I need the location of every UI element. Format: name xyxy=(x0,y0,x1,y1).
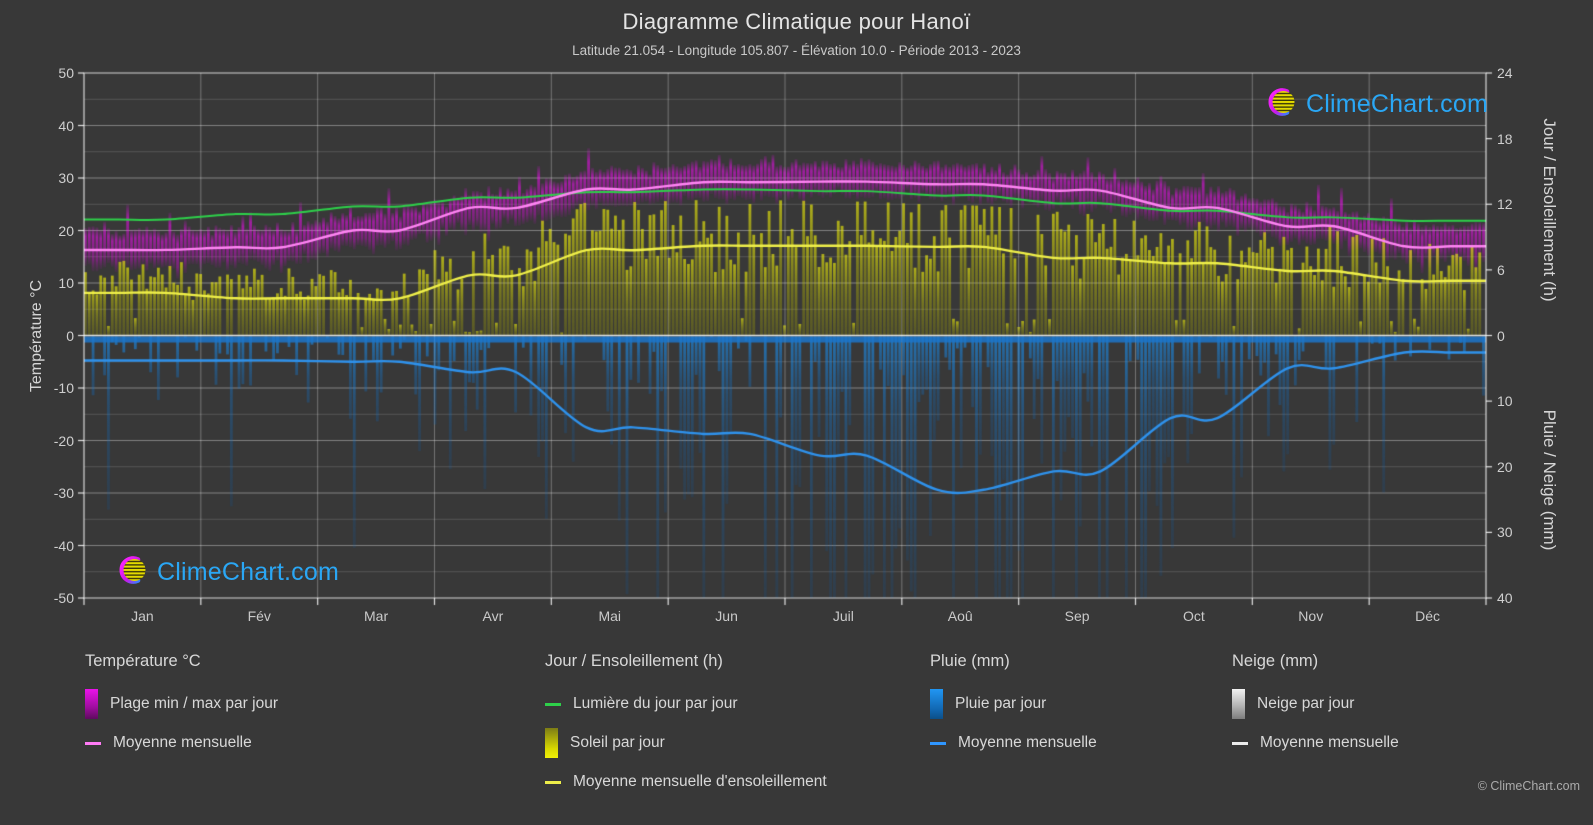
sun-axis-tick-label: 0 xyxy=(1497,327,1505,344)
temp-axis-tick-label: 20 xyxy=(58,222,74,239)
precip-axis-tick-label: 40 xyxy=(1497,590,1513,606)
month-label: Aoû xyxy=(947,608,973,624)
precip-axis-tick-label: 10 xyxy=(1497,393,1513,410)
temp-axis-tick-label: 50 xyxy=(58,65,74,81)
legend-item-snow-daily: Neige par jour xyxy=(1232,689,1399,719)
temp-axis-tick-label: -40 xyxy=(53,537,74,554)
copyright-text: © ClimeChart.com xyxy=(1477,779,1580,793)
sun-axis-tick-label: 12 xyxy=(1497,196,1513,213)
page-title: Diagramme Climatique pour Hanoï xyxy=(622,9,971,34)
legend-item-temp-mean: Moyenne mensuelle xyxy=(85,728,278,758)
legend-temperature-title: Température °C xyxy=(85,652,201,670)
sunshine-mean-line-swatch xyxy=(545,780,561,784)
month-label: Juil xyxy=(832,608,854,624)
legend-item-temp-range: Plage min / max par jour xyxy=(85,689,278,719)
legend-snow-title: Neige (mm) xyxy=(1232,652,1319,670)
temp-axis-tick-label: -10 xyxy=(53,380,74,396)
legend-label: Neige par jour xyxy=(1257,695,1355,712)
month-label: Jun xyxy=(715,608,738,624)
legend-item-snow-mean: Moyenne mensuelle xyxy=(1232,728,1399,758)
month-label: Fév xyxy=(247,608,271,624)
temp-mean-line-swatch xyxy=(85,741,101,745)
snow-mean-line-swatch xyxy=(1232,741,1248,745)
legend-group-snow: Neige (mm) Neige par jour Moyenne mensue… xyxy=(1232,652,1399,767)
month-label: Mar xyxy=(364,608,389,624)
precip-axis-tick-label: 30 xyxy=(1497,524,1513,541)
legend-label: Moyenne mensuelle xyxy=(113,734,252,751)
legend-label: Plage min / max par jour xyxy=(110,695,278,712)
sun-axis-title: Jour / Ensoleillement (h) xyxy=(1540,118,1559,302)
legend-sun-title: Jour / Ensoleillement (h) xyxy=(545,652,723,670)
month-label: Sep xyxy=(1064,608,1090,624)
legend-label: Pluie par jour xyxy=(955,695,1047,712)
climechart-watermark-text: ClimeChart.com xyxy=(1306,90,1488,118)
legend-group-sun: Jour / Ensoleillement (h) Lumière du jou… xyxy=(545,652,827,806)
precip-axis-tick-label: 20 xyxy=(1497,458,1513,475)
rain-bar-swatch xyxy=(930,689,943,719)
climechart-logo-icon xyxy=(112,552,148,593)
legend-group-temperature: Température °C Plage min / max par jour … xyxy=(85,652,278,767)
climechart-watermark-text: ClimeChart.com xyxy=(157,558,339,586)
climechart-logo-icon xyxy=(1261,84,1297,125)
legend-label: Moyenne mensuelle xyxy=(958,734,1097,751)
temp-axis-tick-label: -50 xyxy=(53,590,74,606)
daylight-line-swatch xyxy=(545,702,561,706)
precip-axis-title: Pluie / Neige (mm) xyxy=(1540,409,1559,551)
legend-item-rain-mean: Moyenne mensuelle xyxy=(930,728,1097,758)
sun-axis-tick-label: 24 xyxy=(1497,65,1513,81)
legend-item-sunshine: Soleil par jour xyxy=(545,728,827,758)
temp-axis-tick-label: 30 xyxy=(58,170,74,186)
temp-axis-tick-label: 10 xyxy=(58,275,74,291)
watermark-bottom-left: ClimeChart.com xyxy=(112,552,339,593)
legend-label: Lumière du jour par jour xyxy=(573,695,738,712)
page-subtitle: Latitude 21.054 - Longitude 105.807 - Él… xyxy=(572,43,1021,58)
temp-axis-tick-label: -20 xyxy=(53,432,74,449)
month-label: Nov xyxy=(1298,608,1324,624)
legend-item-rain-daily: Pluie par jour xyxy=(930,689,1097,719)
sunshine-bar-swatch xyxy=(545,728,558,758)
sun-axis-tick-label: 18 xyxy=(1497,130,1513,147)
month-label: Mai xyxy=(598,608,622,624)
legend-rain-title: Pluie (mm) xyxy=(930,652,1010,670)
legend-group-rain: Pluie (mm) Pluie par jour Moyenne mensue… xyxy=(930,652,1097,767)
legend-label: Soleil par jour xyxy=(570,734,665,751)
legend-label: Moyenne mensuelle d'ensoleillement xyxy=(573,773,827,790)
temp-axis-tick-label: 0 xyxy=(66,327,74,344)
month-label: Oct xyxy=(1183,608,1205,624)
temp-axis-tick-label: 40 xyxy=(58,117,74,134)
month-label: Avr xyxy=(482,608,504,624)
rain-mean-line-swatch xyxy=(930,741,946,745)
month-label: Jan xyxy=(131,608,154,624)
snow-bar-swatch xyxy=(1232,689,1245,719)
legend-label: Moyenne mensuelle xyxy=(1260,734,1399,751)
legend-item-daylight: Lumière du jour par jour xyxy=(545,689,827,719)
temp-range-swatch xyxy=(85,689,98,719)
sun-axis-tick-label: 6 xyxy=(1497,261,1505,278)
temp-axis-tick-label: -30 xyxy=(53,485,74,501)
watermark-top-right: ClimeChart.com xyxy=(1261,84,1488,125)
legend-item-sunshine-mean: Moyenne mensuelle d'ensoleillement xyxy=(545,767,827,797)
month-label: Déc xyxy=(1415,608,1441,624)
